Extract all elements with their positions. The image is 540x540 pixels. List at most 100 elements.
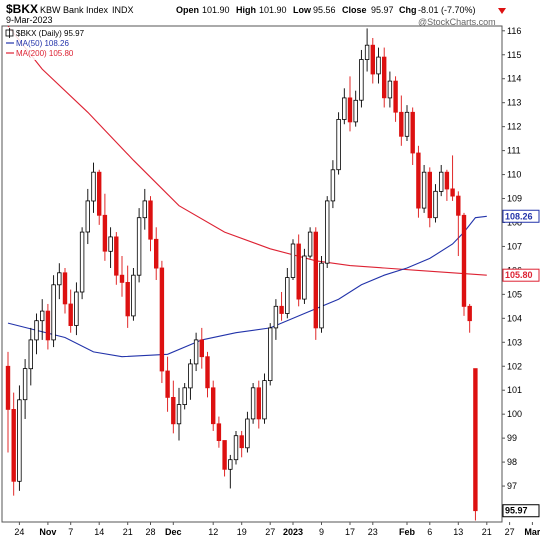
legend-label-ma50: MA(50) 108.26 — [16, 39, 69, 48]
candle-up — [359, 59, 364, 101]
candle-up — [40, 310, 45, 322]
ohlc-high-label: High — [236, 5, 256, 15]
candle-down — [461, 214, 467, 307]
legend-label-ma200: MA(200) 105.80 — [16, 49, 74, 58]
price-tag-box — [502, 504, 540, 518]
candle-down — [11, 408, 16, 482]
candle-up — [193, 339, 199, 365]
ohlc-high-value: 101.90 — [259, 5, 287, 15]
x-tick-label: Feb — [399, 527, 416, 537]
chart-date: 9-Mar-2023 — [6, 15, 53, 25]
candle-up — [376, 56, 381, 75]
ohlc-close-value: 95.97 — [371, 5, 394, 15]
legend-item-ma50: MA(50) 108.26 — [6, 39, 69, 48]
candle-down — [467, 305, 472, 322]
y-tick-label: 98 — [507, 457, 517, 467]
legend-item-ma200: MA(200) 105.80 — [6, 49, 74, 58]
price-tag-box — [502, 268, 540, 282]
candle-up — [79, 231, 85, 293]
y-tick-label: 115 — [507, 50, 521, 60]
candle-down — [171, 396, 176, 425]
y-tick-label: 102 — [507, 361, 522, 371]
candle-down — [210, 387, 216, 425]
candle-up — [136, 217, 142, 276]
candle-up — [330, 169, 336, 202]
candles — [5, 28, 478, 521]
candle-up — [319, 262, 324, 329]
candle-up — [245, 418, 250, 449]
candle-up — [182, 387, 187, 405]
candle-down — [313, 231, 318, 329]
ma50-line — [7, 215, 487, 358]
x-tick-label: 17 — [345, 527, 355, 537]
candle-down — [119, 274, 125, 283]
candle-up — [17, 399, 22, 482]
candle-up — [364, 44, 370, 61]
x-tick-label: 21 — [123, 527, 133, 537]
y-tick-label: 111 — [507, 146, 521, 156]
plot-frame — [1, 25, 503, 523]
x-tick-label: 14 — [94, 527, 104, 537]
candle-down — [159, 267, 165, 372]
candle-up — [233, 435, 239, 461]
candle-up — [438, 171, 444, 192]
y-tick-label: 104 — [507, 313, 522, 323]
price-tag-label: 108.26 — [505, 211, 533, 221]
candle-up — [290, 243, 296, 278]
y-tick-label: 101 — [507, 385, 522, 395]
candle-up — [307, 231, 313, 257]
y-tick-label: 97 — [507, 481, 517, 491]
candle-down — [456, 195, 461, 216]
ohlc-chg-value: -8.01 (-7.70%) — [418, 5, 476, 15]
x-tick-label: 28 — [145, 527, 155, 537]
candle-down — [45, 310, 51, 341]
x-tick-label: 19 — [237, 527, 247, 537]
y-tick-label: 103 — [507, 337, 522, 347]
candle-up — [51, 284, 56, 341]
candle-up — [188, 363, 193, 389]
x-tick-label: 27 — [505, 527, 515, 537]
candle-down — [68, 303, 73, 327]
candle-down — [279, 305, 284, 314]
candle-down — [114, 236, 119, 276]
candle-down — [5, 365, 11, 410]
candle-down — [296, 243, 301, 300]
x-tick-label: 23 — [368, 527, 378, 537]
y-tick-label: 112 — [507, 122, 521, 132]
x-tick-label: Mar — [524, 527, 540, 537]
candle-down — [410, 111, 415, 154]
ohlc-chg-label: Chg — [399, 5, 417, 15]
candle-up — [91, 171, 96, 202]
chart-exchange: INDX — [112, 5, 134, 15]
y-tick-label: 105 — [507, 289, 522, 299]
ma200-layer — [7, 25, 487, 276]
candle-down — [153, 238, 159, 269]
candle-up — [22, 368, 28, 401]
candle-up — [353, 99, 358, 123]
candle-up — [336, 119, 341, 171]
x-tick-label: 13 — [453, 527, 463, 537]
y-tick-label: 110 — [507, 170, 521, 180]
ohlc-low-label: Low — [293, 5, 312, 15]
candle-up — [285, 277, 290, 314]
x-tick-label: 9 — [319, 527, 324, 537]
candle-down — [473, 368, 478, 512]
candle-up — [108, 236, 113, 252]
candle-down — [62, 272, 68, 305]
y-tick-label: 114 — [507, 74, 521, 84]
candle-down — [370, 44, 375, 75]
x-tick-label: 21 — [482, 527, 492, 537]
candle-up — [142, 200, 147, 219]
candle-down — [444, 171, 450, 190]
candle-down — [416, 152, 421, 209]
candle-down — [427, 171, 432, 219]
candle-up — [433, 190, 438, 219]
price-tag-box — [502, 209, 540, 223]
candle-down — [347, 97, 353, 123]
candle-down — [205, 356, 210, 389]
candle-up — [342, 97, 347, 120]
down-arrow-icon — [498, 8, 506, 14]
candle-down — [97, 171, 102, 216]
y-tick-label: 109 — [507, 194, 522, 204]
